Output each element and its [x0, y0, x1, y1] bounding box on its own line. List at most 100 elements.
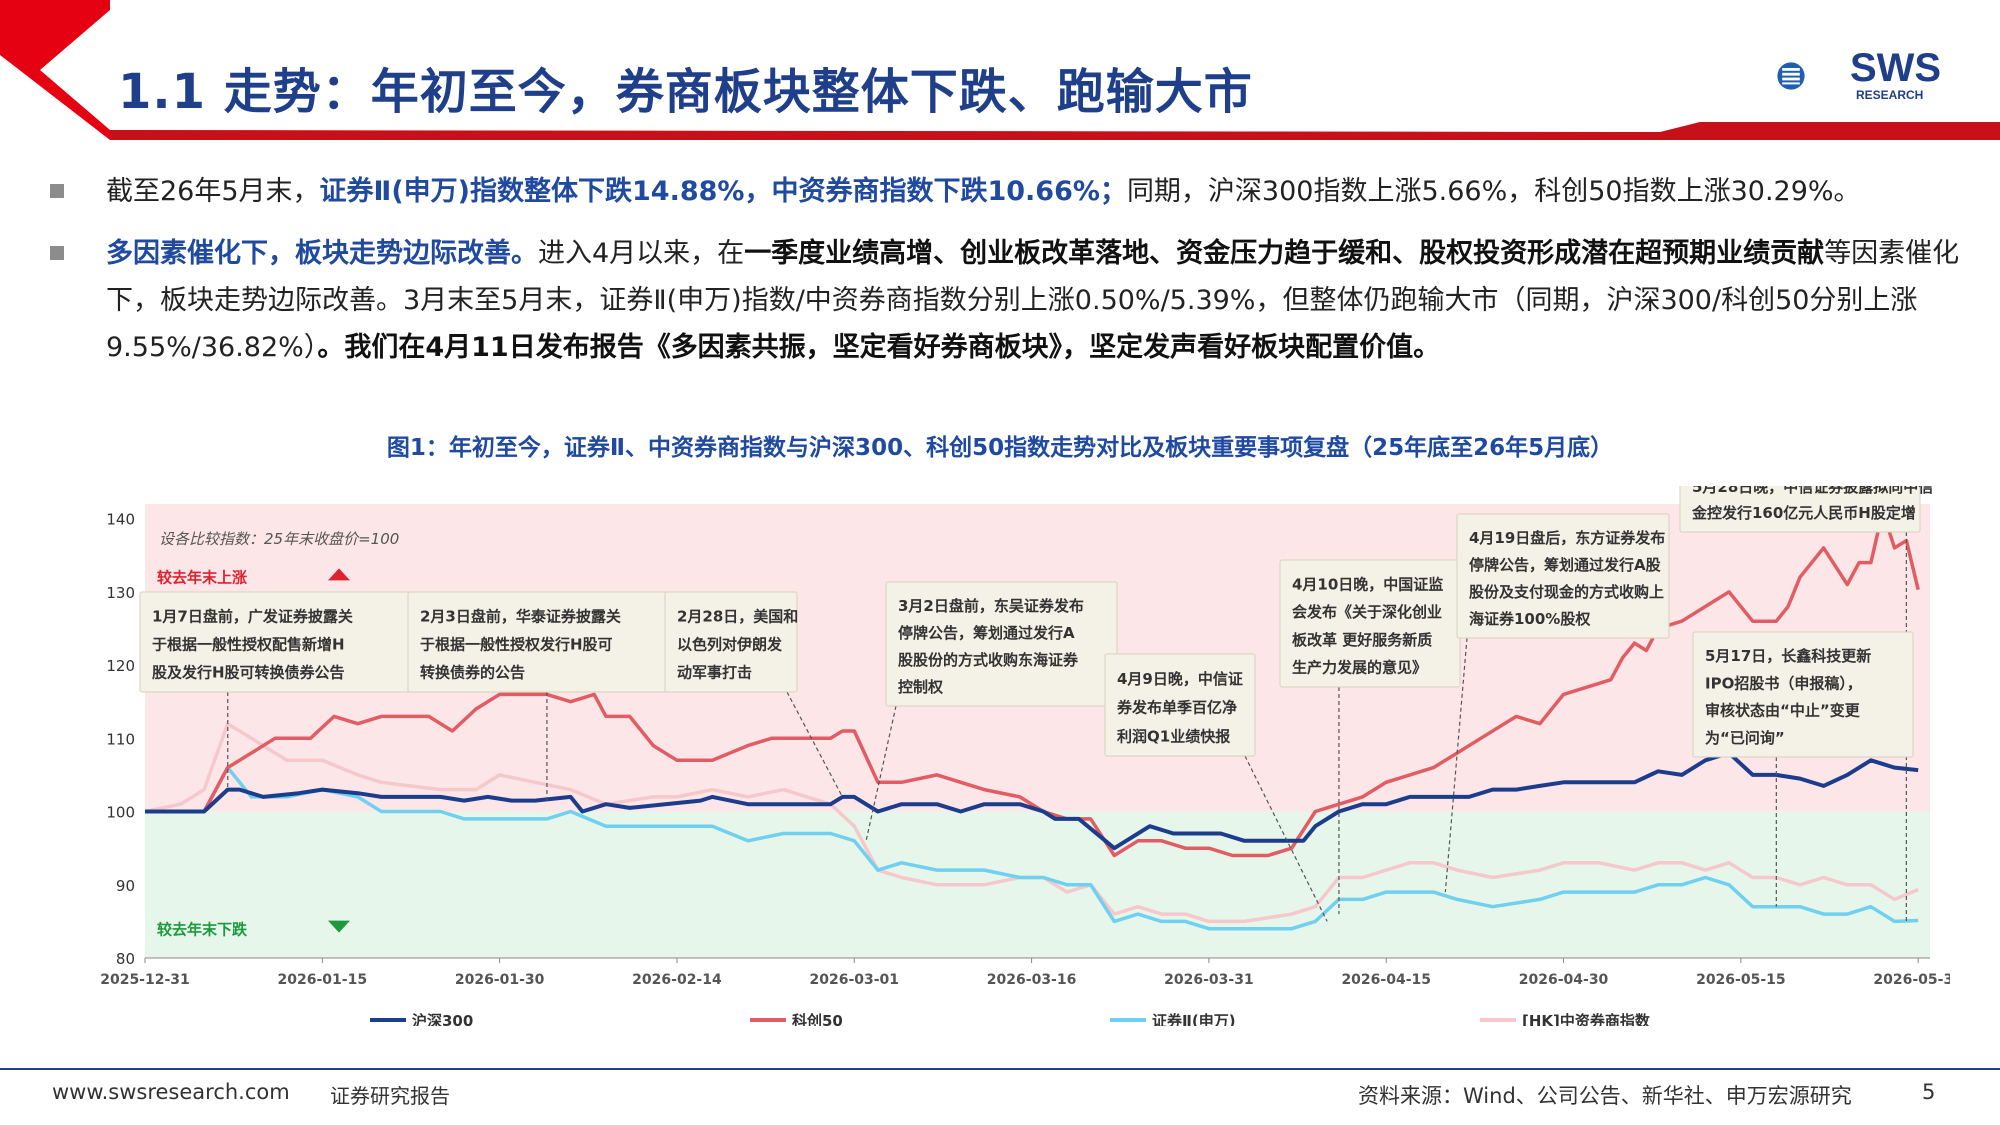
header-white-notch: [40, 10, 110, 130]
bullet-square-icon: [50, 246, 64, 260]
down-zone: [145, 811, 1930, 958]
annotation-text: 利润Q1业绩快报: [1117, 727, 1230, 745]
bullet-2-part-1: 多因素催化下，板块走势边际改善。: [106, 238, 538, 269]
annotation-text: 5月28日晚，中信证券披露拟向中信: [1692, 486, 1933, 496]
x-tick-label: 2026-02-14: [632, 972, 722, 988]
x-tick-label: 2026-05-15: [1696, 972, 1786, 988]
annotation-text: 会发布《关于深化创业: [1292, 603, 1442, 621]
bullet-1-text: 截至26年5月末，证券Ⅱ(申万)指数整体下跌14.88%，中资券商指数下跌10.…: [106, 168, 1970, 215]
annotation-text: 4月10日晚，中国证监: [1292, 575, 1443, 593]
x-tick-label: 2026-03-16: [987, 972, 1077, 988]
x-tick-label: 2026-04-15: [1341, 972, 1431, 988]
x-tick-label: 2026-04-30: [1519, 972, 1609, 988]
annotation-text: IPO招股书（申报稿），: [1705, 674, 1862, 692]
sws-logo-icon: [1777, 62, 1805, 90]
annotation-text: 股及发行H股可转换债券公告: [152, 664, 345, 682]
annotation-text: 板改革 更好服务新质: [1292, 631, 1432, 649]
y-tick-label: 90: [116, 877, 135, 895]
annotation-text: 审核状态由“中止”变更: [1705, 702, 1861, 720]
annotation-text: 1月7日盘前，广发证券披露关: [152, 608, 353, 626]
footer-source: 资料来源：Wind、公司公告、新华社、申万宏源研究: [1358, 1084, 1852, 1108]
x-tick-label: 2026-03-31: [1164, 972, 1254, 988]
annotation-text: 于根据一般性授权配售新增H: [152, 636, 345, 654]
annotation-box: [1104, 653, 1256, 757]
annotation-text: 股份及支付现金的方式收购上: [1469, 583, 1664, 601]
y-tick-label: 80: [116, 950, 135, 968]
x-tick-label: 2026-03-01: [809, 972, 899, 988]
header: 1.1 走势：年初至今，券商板块整体下跌、跑输大市 SWS RESEARCH: [0, 0, 2000, 144]
header-decoration: [0, 0, 2000, 144]
annotation-leader: [1444, 637, 1468, 893]
header-red-bar: [110, 122, 2000, 144]
x-tick-label: 2025-12-31: [100, 972, 190, 988]
annotation-text: 2月3日盘前，华泰证券披露关: [420, 608, 621, 626]
zone-up-label: 较去年末上涨: [157, 568, 247, 586]
bullet-square-icon: [50, 184, 64, 198]
annotation-text: 以色列对伊朗发: [677, 636, 783, 654]
annotation-box: [1692, 631, 1914, 758]
bullet-2: 多因素催化下，板块走势边际改善。进入4月以来，在一季度业绩高增、创业板改革落地、…: [50, 230, 1970, 371]
annotation-text: 4月9日晚，中信证: [1117, 670, 1243, 688]
annotation-box: [885, 581, 1118, 707]
figure-title: 图1：年初至今，证券Ⅱ、中资券商指数与沪深300、科创50指数走势对比及板块重要…: [386, 435, 1614, 461]
logo-subtext: RESEARCH: [1856, 88, 1924, 102]
down-triangle-icon: [328, 920, 350, 933]
annotation-text: 控制权: [898, 678, 944, 696]
y-tick-label: 100: [106, 804, 135, 822]
annotation-text: 2月28日，美国和: [677, 608, 798, 626]
annotation-text: 5月17日，长鑫科技更新: [1705, 647, 1871, 665]
annotation-leader: [865, 705, 897, 841]
bullet-2-part-3: 一季度业绩高增、创业板改革落地、资金压力趋于缓和、股权投资形成潜在超预期业绩贡献: [744, 238, 1825, 269]
bullet-1: 截至26年5月末，证券Ⅱ(申万)指数整体下跌14.88%，中资券商指数下跌10.…: [50, 168, 1970, 215]
annotation-text: 海证券100%股权: [1469, 610, 1591, 628]
y-tick-label: 130: [106, 584, 135, 602]
annotation-text: 为“已问询”: [1705, 729, 1785, 747]
annotation-text: 券发布单季百亿净: [1117, 699, 1237, 717]
x-tick-label: 2026-05-30: [1873, 972, 1950, 988]
footer-url[interactable]: www.swsresearch.com: [52, 1080, 290, 1104]
annotation-text: 4月19日盘后，东方证券发布: [1469, 529, 1665, 547]
page-title: 1.1 走势：年初至今，券商板块整体下跌、跑输大市: [118, 64, 1253, 120]
y-tick-label: 110: [106, 730, 135, 748]
up-triangle-icon: [328, 568, 350, 581]
legend-label-hs300: 沪深300: [412, 1012, 473, 1026]
annotation-text: 生产力发展的意见》: [1292, 659, 1427, 677]
chart-note: 设各比较指数：25年末收盘价=100: [159, 530, 399, 548]
x-tick-label: 2026-01-15: [278, 972, 368, 988]
annotation-text: 停牌公告，筹划通过发行A: [898, 624, 1075, 642]
series-line-hs300: [145, 751, 1919, 851]
bullet-2-part-4: 等因素催化下，板块走势边际改善。3月末至5月末，证券Ⅱ(申万)指数/中资券商指数…: [106, 238, 1960, 363]
footer-divider: [0, 1068, 2000, 1070]
annotation-box: [664, 591, 798, 693]
annotation-text: 于根据一般性授权发行H股可: [420, 636, 613, 654]
annotation-text: 转换债券的公告: [420, 664, 525, 682]
annotation-box: [1679, 486, 1921, 533]
series-line-sec: [145, 765, 1919, 931]
annotation-text: 动军事打击: [677, 664, 752, 682]
legend-label-kc50: 科创50: [792, 1012, 843, 1026]
y-tick-label: 120: [106, 657, 135, 675]
line-chart: 80 90 100 110 120 130 140 2025-12-31 2026-01-15 2…: [100, 486, 1950, 1026]
footer-report-type: 证券研究报告: [330, 1084, 450, 1108]
legend-label-hk: [HK]中资券商指数: [1522, 1012, 1651, 1026]
annotation-leader: [1244, 755, 1328, 922]
annotation-box: [1456, 513, 1670, 639]
page-number: 5: [1922, 1080, 1936, 1104]
x-tick-label: 2026-01-30: [455, 972, 545, 988]
bullet-1-part-3: 同期，沪深300指数上涨5.66%，科创50指数上涨30.29%。: [1126, 176, 1861, 207]
legend-label-sec: 证券Ⅱ(申万): [1152, 1012, 1236, 1026]
annotation-text: 金控发行160亿元人民币H股定增: [1691, 504, 1916, 522]
annotation-text: 股股份的方式收购东海证券: [898, 651, 1079, 669]
bullet-1-part-2: 证券Ⅱ(申万)指数整体下跌14.88%，中资券商指数下跌10.66%；: [319, 176, 1127, 207]
annotation-leader: [786, 691, 843, 798]
annotation-text: 停牌公告，筹划通过发行A股: [1469, 556, 1662, 574]
bullet-2-part-5: 。我们在4月11日发布报告《多因素共振，坚定看好券商板块》，坚定发声看好板块配置…: [317, 332, 1441, 363]
annotation-text: 3月2日盘前，东吴证券发布: [898, 597, 1084, 615]
series-line-hk: [144, 721, 1919, 924]
bullet-2-text: 多因素催化下，板块走势边际改善。进入4月以来，在一季度业绩高增、创业板改革落地、…: [106, 230, 1970, 371]
series-line-kc50: [145, 509, 1920, 858]
zone-down-label: 较去年末下跌: [157, 921, 248, 939]
logo-text: SWS: [1850, 46, 1942, 90]
bullet-1-part-1: 截至26年5月末，: [106, 176, 320, 207]
y-tick-label: 140: [106, 511, 135, 529]
